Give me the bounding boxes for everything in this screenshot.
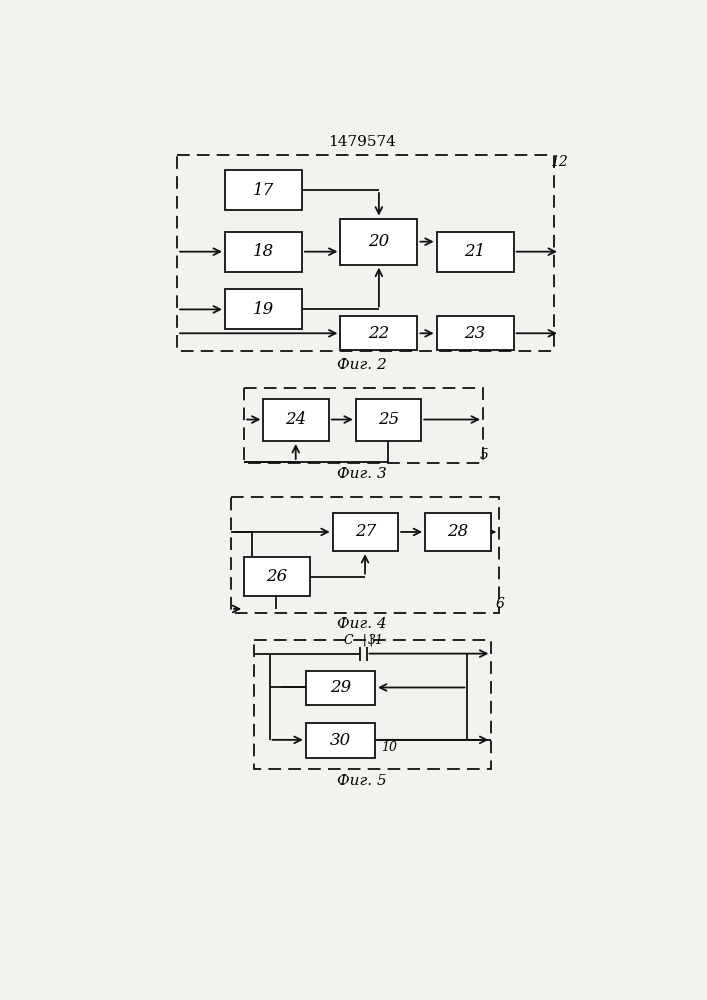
Text: 29: 29 [329, 679, 351, 696]
Bar [437, 232, 514, 272]
Text: ||: || [361, 634, 376, 647]
Text: 25: 25 [378, 411, 399, 428]
Bar [340, 219, 417, 265]
Text: 17: 17 [253, 182, 274, 199]
Text: 30: 30 [329, 732, 351, 749]
Text: 18: 18 [253, 243, 274, 260]
Text: 1479574: 1479574 [328, 135, 396, 149]
Bar [177, 155, 554, 351]
Bar [225, 289, 302, 329]
Bar [333, 513, 398, 551]
Text: 5: 5 [480, 448, 489, 462]
Bar [231, 497, 499, 613]
Bar [264, 399, 329, 441]
Bar [425, 513, 491, 551]
Bar [225, 232, 302, 272]
Text: 20: 20 [368, 233, 390, 250]
Text: Фиг. 3: Фиг. 3 [337, 467, 387, 481]
Text: 19: 19 [253, 301, 274, 318]
Bar [244, 557, 310, 596]
Bar [254, 640, 491, 769]
Bar [340, 316, 417, 350]
Bar [244, 388, 483, 463]
Text: 27: 27 [355, 523, 376, 540]
Text: Фиг. 5: Фиг. 5 [337, 774, 387, 788]
Bar [305, 671, 375, 705]
Text: 26: 26 [267, 568, 288, 585]
Text: C: C [343, 634, 353, 647]
Text: 31: 31 [368, 634, 384, 647]
Text: Фиг. 4: Фиг. 4 [337, 617, 387, 631]
Text: 12: 12 [550, 155, 568, 169]
Text: 6: 6 [495, 597, 504, 611]
Text: 28: 28 [448, 523, 469, 540]
Bar [356, 399, 421, 441]
Bar [305, 723, 375, 758]
Text: 24: 24 [286, 411, 307, 428]
Text: 10: 10 [381, 741, 397, 754]
Text: 22: 22 [368, 325, 390, 342]
Text: 21: 21 [464, 243, 486, 260]
Text: Фиг. 2: Фиг. 2 [337, 358, 387, 372]
Text: 23: 23 [464, 325, 486, 342]
Bar [225, 170, 302, 210]
Bar [437, 316, 514, 350]
